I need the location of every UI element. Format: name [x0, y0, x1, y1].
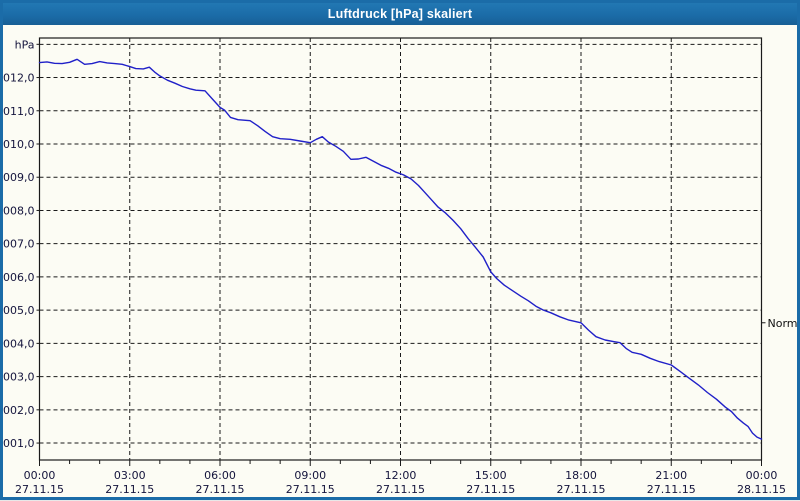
x-tick-time: 00:00: [24, 469, 56, 482]
y-tick-label: 1008,0: [3, 204, 35, 217]
pressure-curve: [38, 58, 763, 440]
x-tick-time: 15:00: [475, 469, 507, 482]
axis-ticks: [36, 43, 762, 466]
x-tick-date: 27.11.15: [557, 483, 606, 496]
x-tick-time: 00:00: [746, 469, 778, 482]
x-tick-date: 27.11.15: [196, 483, 245, 496]
y-tick-label: 1011,0: [3, 105, 35, 118]
y-tick-label: 1001,0: [3, 437, 35, 450]
y-tick-label: 1006,0: [3, 271, 35, 284]
x-tick-date: 27.11.15: [376, 483, 425, 496]
x-tick-date: 28.11.15: [737, 483, 786, 496]
normal-label: Normal: [768, 317, 798, 330]
y-tick-label: 1004,0: [3, 337, 35, 350]
x-gridlines: [129, 38, 672, 460]
normal-marker: Normal: [761, 317, 800, 330]
y-tick-label: 1002,0: [3, 404, 35, 417]
y-tick-label: 1010,0: [3, 138, 35, 151]
y-tick-label: 1003,0: [3, 371, 35, 384]
x-tick-date: 27.11.15: [466, 483, 515, 496]
y-tick-label: 1012,0: [3, 72, 35, 85]
y-tick-label: 1007,0: [3, 238, 35, 251]
x-tick-date: 27.11.15: [15, 483, 64, 496]
x-tick-time: 09:00: [294, 469, 326, 482]
y-axis-unit-label: hPa: [15, 38, 35, 51]
y-axis-labels: hPa 1012,0 1011,0 1010,0 1009,0 1008,0 1007,0 1…: [0, 38, 35, 450]
x-tick-time: 21:00: [655, 469, 687, 482]
y-tick-label: 1009,0: [3, 171, 35, 184]
x-tick-date: 27.11.15: [105, 483, 154, 496]
window-title: Luftdruck [hPa] skaliert: [327, 7, 473, 21]
x-tick-time: 12:00: [385, 469, 417, 482]
pressure-chart: hPa 1012,0 1011,0 1010,0 1009,0 1008,0 1007,0 1…: [0, 37, 800, 496]
y-tick-label: 1005,0: [3, 304, 35, 317]
x-tick-date: 27.11.15: [286, 483, 335, 496]
x-tick-time: 06:00: [204, 469, 236, 482]
x-axis-labels: 00:0027.11.1503:0027.11.1506:0027.11.150…: [15, 469, 786, 496]
window-titlebar: Luftdruck [hPa] skaliert: [3, 3, 797, 25]
chart-area: hPa 1012,0 1011,0 1010,0 1009,0 1008,0 1007,0 1…: [0, 25, 800, 497]
x-tick-date: 27.11.15: [647, 483, 696, 496]
x-tick-time: 18:00: [565, 469, 597, 482]
x-tick-time: 03:00: [114, 469, 146, 482]
